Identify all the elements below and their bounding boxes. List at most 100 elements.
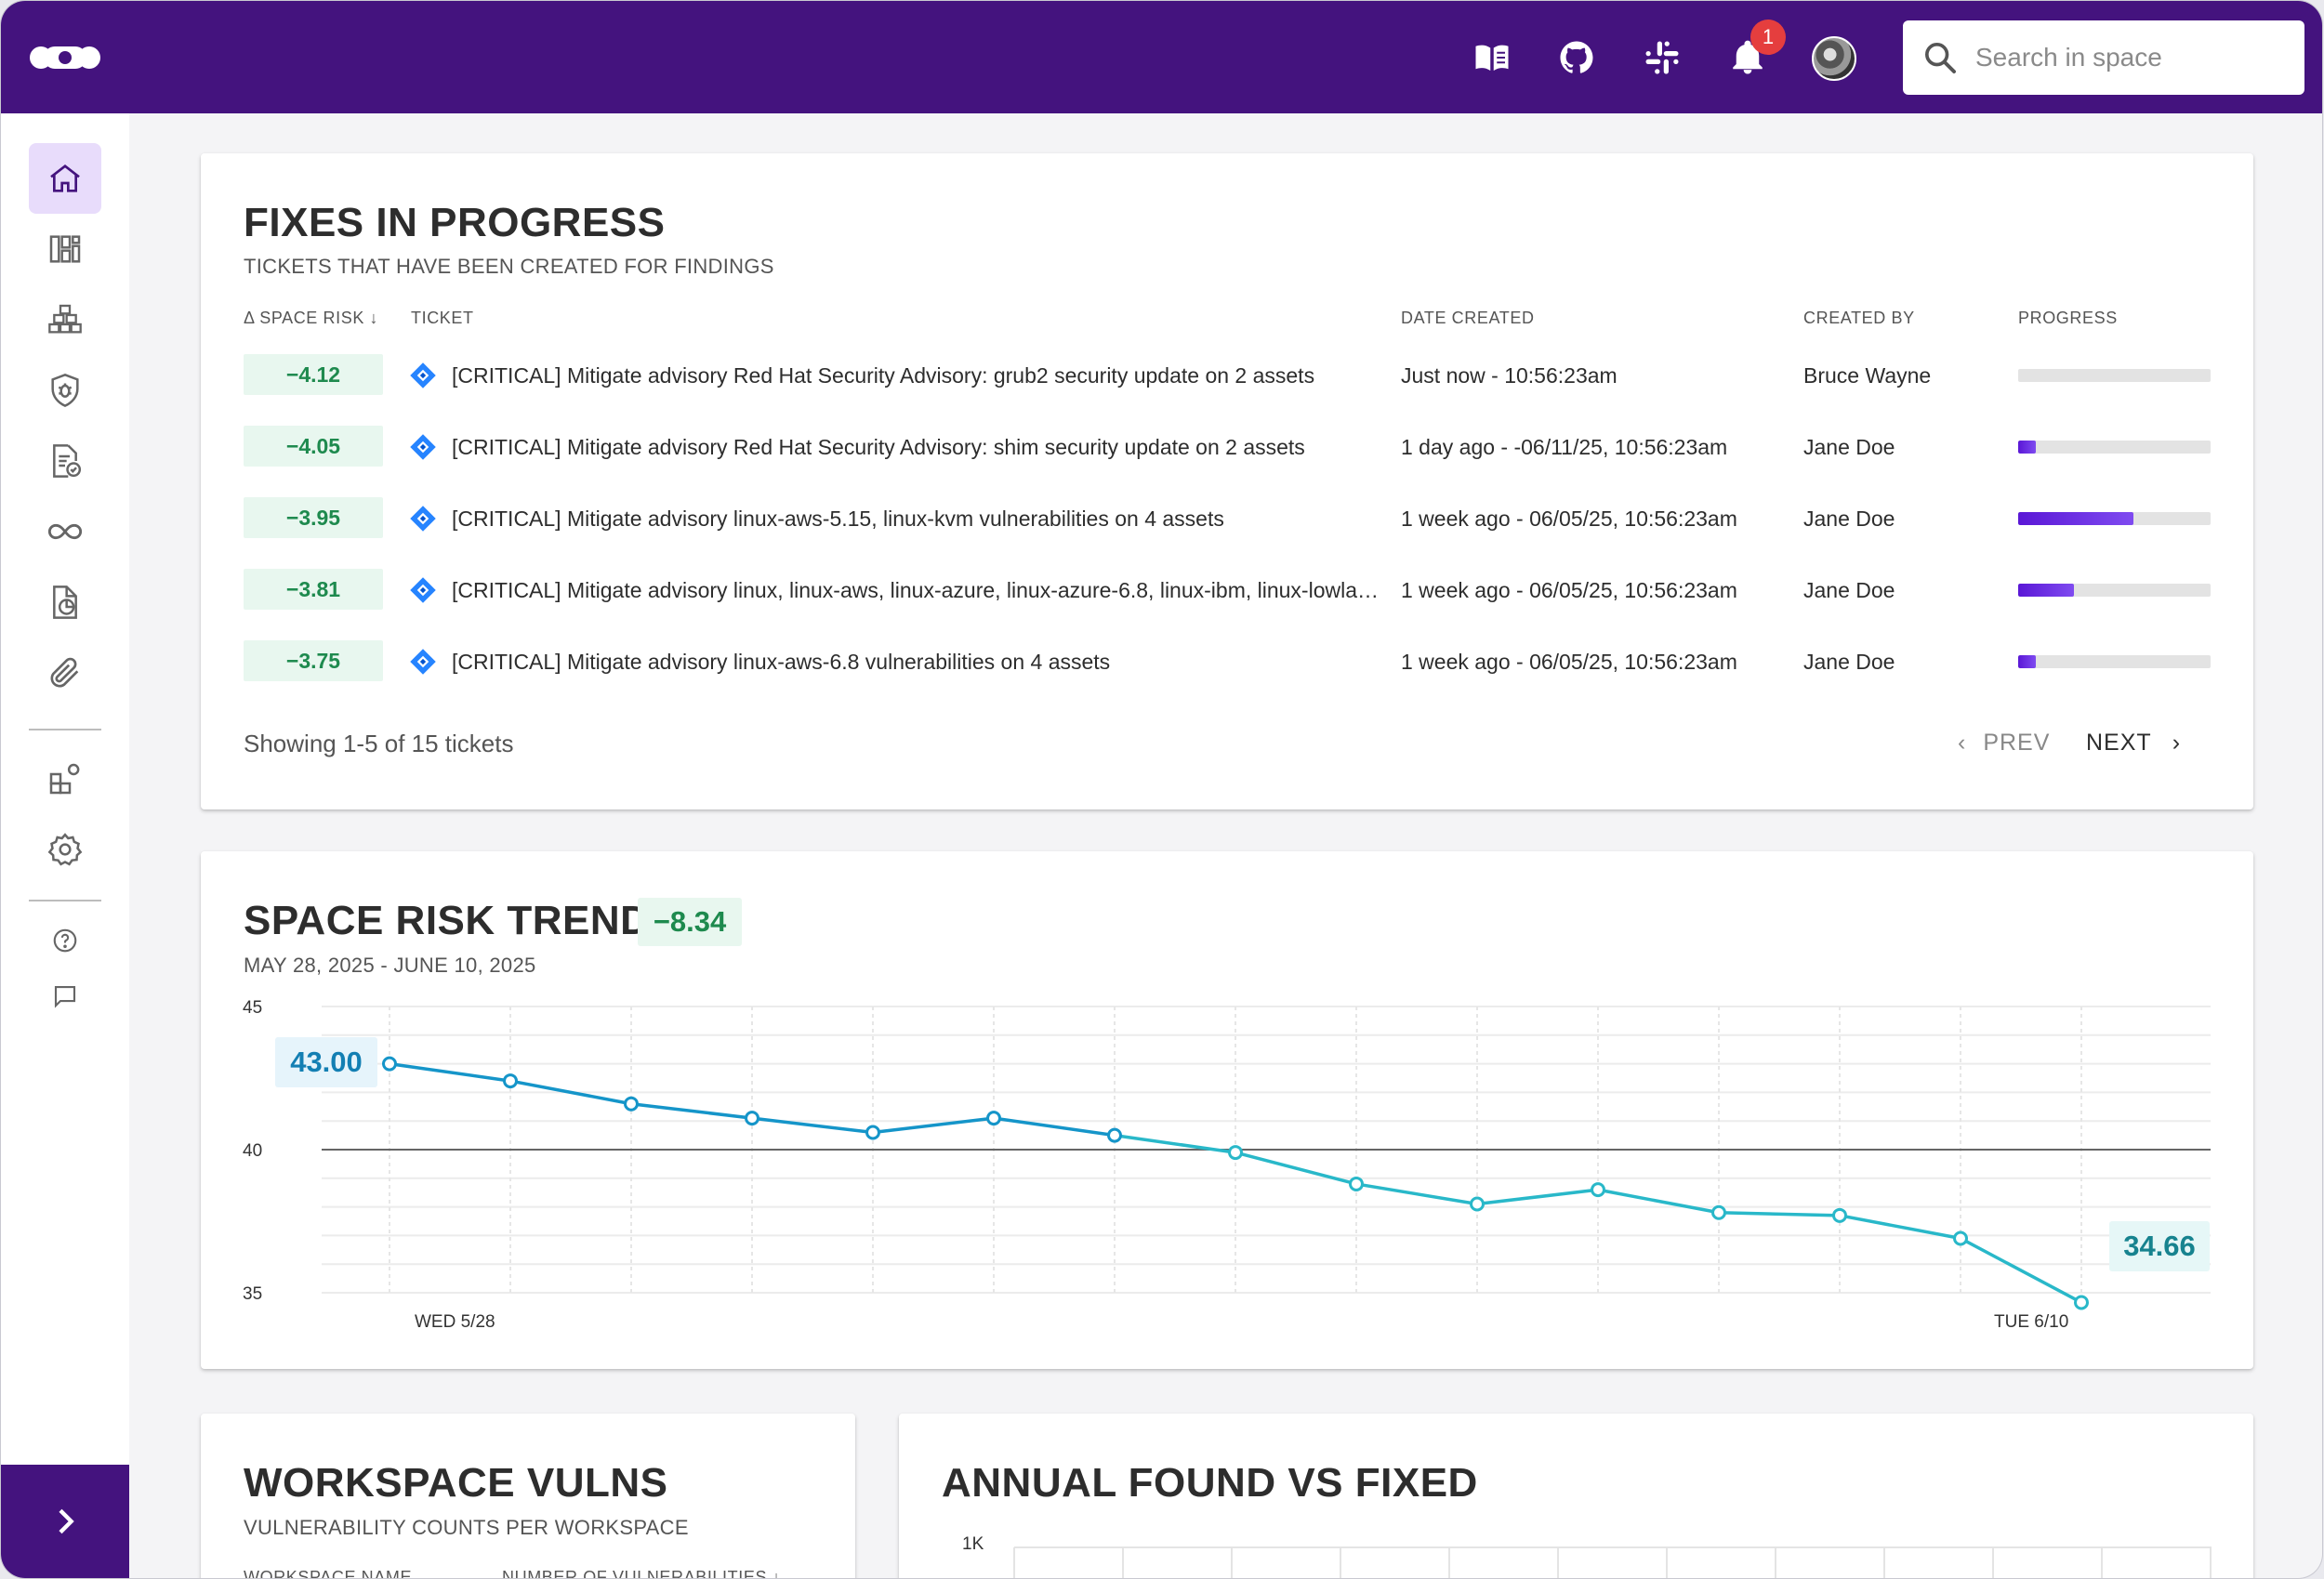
col-workspace-name: WORKSPACE NAME [244,1568,413,1578]
search-icon [1925,43,1956,73]
created-by: Jane Doe [1803,435,1895,459]
jira-icon [410,649,436,675]
trend-start-value: 43.00 [275,1037,377,1087]
y-tick-label: 40 [243,1141,262,1161]
table-row[interactable]: −3.95 [CRITICAL] Mitigate advisory linux-… [201,480,2255,551]
data-point [1711,1204,1726,1220]
apps-icon[interactable] [29,743,101,814]
search-box[interactable] [1903,20,2304,95]
integrations-loop-icon[interactable] [29,496,101,567]
space-risk-delta: −3.81 [244,569,383,610]
y-tick-label: 45 [243,998,262,1018]
data-point [865,1125,880,1140]
table-row[interactable]: −3.75 [CRITICAL] Mitigate advisory linux-… [201,624,2255,694]
slack-icon[interactable] [1641,36,1684,79]
risk-trend-card: SPACE RISK TREND −8.34 MAY 28, 2025 - JU… [201,851,2253,1369]
sidebar-divider [29,729,101,730]
dashboard-icon[interactable] [29,214,101,284]
table-row[interactable]: −3.81 [CRITICAL] Mitigate advisory linux,… [201,552,2255,623]
next-button[interactable]: NEXT › [2086,730,2181,757]
analytics-icon[interactable] [29,567,101,638]
series-line-segment [629,1101,754,1120]
annual-chart-grid [1013,1546,2212,1578]
space-risk-delta: −4.12 [244,354,383,395]
report-check-icon[interactable] [29,426,101,496]
attachment-icon[interactable] [29,638,101,708]
space-risk-delta: −4.05 [244,426,383,467]
workspace-vulns-card: WORKSPACE VULNS VULNERABILITY COUNTS PER… [201,1414,855,1578]
search-input[interactable] [1974,42,2293,73]
feedback-icon[interactable] [29,965,101,1028]
data-point [1228,1145,1243,1161]
series-line-segment [388,1061,512,1083]
date-created: 1 day ago - -06/11/25, 10:56:23am [1401,435,1728,459]
workspace-title: WORKSPACE VULNS [244,1460,668,1506]
ticket-link[interactable]: [CRITICAL] Mitigate advisory linux-aws-5… [452,507,1224,531]
progress-bar [2018,584,2211,597]
col-ticket: TICKET [411,309,474,327]
avatar[interactable] [1812,36,1856,81]
series-line-segment [992,1116,1116,1138]
assets-icon[interactable] [29,284,101,355]
data-point [1107,1127,1122,1143]
series-line-segment [1838,1214,1962,1241]
table-row[interactable]: −4.05 [CRITICAL] Mitigate advisory Red Ha… [201,409,2255,480]
progress-fill [2018,655,2036,668]
sidebar-expand-button[interactable] [1,1465,129,1578]
risk-trend-chart: 35 40 45 WED 5/28 TUE 6/10 [243,998,2211,1332]
series-line-segment [1234,1151,1358,1186]
col-vuln-count[interactable]: NUMBER OF VULNERABILITIES ↓ [502,1568,782,1578]
created-by: Jane Doe [1803,650,1895,674]
progress-bar [2018,441,2211,454]
notification-badge: 1 [1750,20,1786,55]
col-space-risk[interactable]: Δ SPACE RISK ↓ [244,309,379,327]
github-icon[interactable] [1555,36,1598,79]
ticket-link[interactable]: [CRITICAL] Mitigate advisory linux, linu… [452,578,1381,602]
ticket-link[interactable]: [CRITICAL] Mitigate advisory Red Hat Sec… [452,435,1305,459]
series-line-segment [1717,1211,1842,1217]
created-by: Bruce Wayne [1803,363,1932,388]
data-point [382,1056,397,1072]
top-bar: 1 [1,1,2322,113]
annual-y-tick: 1K [962,1534,984,1554]
series-line-segment [1113,1133,1237,1154]
date-created: Just now - 10:56:23am [1401,363,1618,388]
sidebar-divider [29,900,101,901]
data-point [503,1073,518,1089]
data-point [2074,1295,2089,1310]
workspace-subtitle: VULNERABILITY COUNTS PER WORKSPACE [244,1516,689,1539]
logo-icon[interactable] [29,40,101,75]
settings-gear-icon[interactable] [29,814,101,885]
sidebar [1,113,129,1578]
ticket-link[interactable]: [CRITICAL] Mitigate advisory linux-aws-6… [452,650,1111,674]
x-tick-label: TUE 6/10 [1994,1312,2068,1332]
next-label: NEXT [2086,730,2152,756]
trend-date-range: MAY 28, 2025 - JUNE 10, 2025 [244,954,536,977]
jira-icon [410,434,436,460]
series-line-segment [750,1116,875,1135]
chevron-left-icon: ‹ [1958,730,1967,756]
home-icon[interactable] [29,143,101,214]
table-row[interactable]: −4.12 [CRITICAL] Mitigate advisory Red Ha… [201,337,2255,408]
progress-fill [2018,441,2036,454]
help-icon[interactable] [29,909,101,972]
series-line-segment [508,1079,633,1106]
x-tick-label: WED 5/28 [415,1312,495,1332]
trend-end-value: 34.66 [2109,1221,2210,1271]
vulnerability-shield-icon[interactable] [29,355,101,426]
progress-bar [2018,512,2211,525]
created-by: Jane Doe [1803,507,1895,531]
data-point [1349,1176,1364,1191]
ticket-link[interactable]: [CRITICAL] Mitigate advisory Red Hat Sec… [452,363,1315,388]
col-date-created: DATE CREATED [1401,309,1535,327]
date-created: 1 week ago - 06/05/25, 10:56:23am [1401,578,1737,602]
prev-button[interactable]: ‹ PREV [1958,730,2050,757]
progress-bar [2018,655,2211,668]
series-line-segment [1475,1188,1600,1206]
jira-icon [410,506,436,532]
data-point [624,1096,639,1112]
docs-icon[interactable] [1471,36,1513,79]
data-point [745,1111,759,1126]
trend-title: SPACE RISK TREND [244,898,651,943]
series-line-segment [871,1116,996,1135]
